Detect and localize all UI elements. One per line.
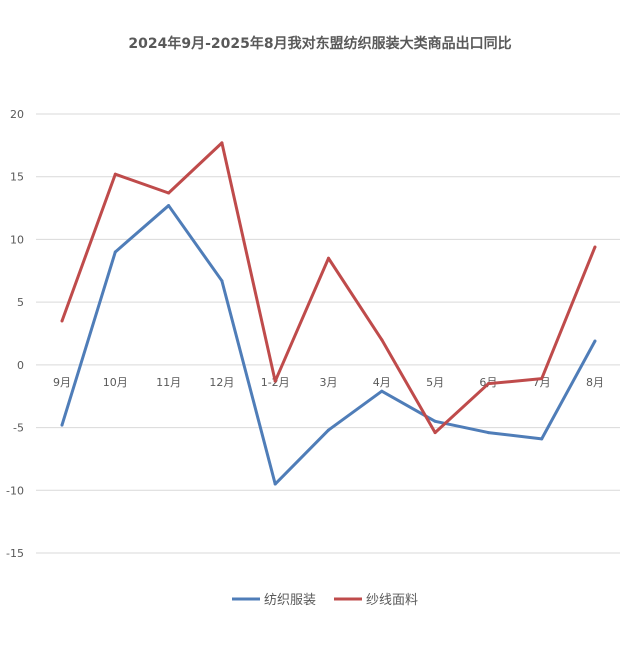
data-point bbox=[593, 339, 597, 343]
y-tick-label: 0 bbox=[17, 359, 24, 372]
data-point bbox=[113, 250, 117, 254]
data-point bbox=[167, 204, 171, 208]
x-tick-label: 12月 bbox=[209, 376, 234, 389]
data-point bbox=[433, 431, 437, 435]
data-point bbox=[113, 172, 117, 176]
data-point bbox=[167, 191, 171, 195]
data-point bbox=[273, 379, 277, 383]
y-tick-label: -15 bbox=[6, 547, 24, 560]
y-tick-label: 10 bbox=[10, 233, 24, 246]
data-point bbox=[273, 482, 277, 486]
y-tick-label: -10 bbox=[6, 484, 24, 497]
x-tick-label: 5月 bbox=[426, 376, 444, 389]
chart-title: 2024年9月-2025年8月我对东盟纺织服装大类商品出口同比 bbox=[128, 36, 512, 52]
data-point bbox=[540, 437, 544, 441]
series-line-纱线面料 bbox=[60, 141, 597, 435]
data-point bbox=[327, 428, 330, 432]
data-point bbox=[540, 377, 544, 381]
legend-label: 纱线面料 bbox=[366, 593, 418, 608]
data-point bbox=[60, 319, 64, 323]
data-point bbox=[220, 141, 224, 145]
y-tick-label: 20 bbox=[10, 108, 24, 121]
data-point bbox=[60, 423, 64, 427]
data-point bbox=[486, 382, 490, 386]
y-tick-label: -5 bbox=[13, 422, 24, 435]
data-point bbox=[380, 338, 384, 342]
x-tick-label: 8月 bbox=[586, 376, 604, 389]
data-point bbox=[380, 389, 384, 393]
series-line-纺织服装 bbox=[60, 204, 597, 486]
x-tick-label: 3月 bbox=[320, 376, 338, 389]
data-point bbox=[593, 245, 597, 249]
x-tick-label: 11月 bbox=[156, 376, 181, 389]
legend-label: 纺织服装 bbox=[264, 593, 316, 608]
x-tick-label: 10月 bbox=[103, 376, 128, 389]
data-point bbox=[327, 256, 330, 260]
y-tick-label: 15 bbox=[10, 171, 24, 184]
data-point bbox=[220, 279, 224, 283]
x-tick-label: 9月 bbox=[53, 376, 71, 389]
data-point bbox=[433, 419, 437, 423]
x-tick-label: 4月 bbox=[373, 376, 391, 389]
data-point bbox=[486, 431, 490, 435]
y-tick-label: 5 bbox=[17, 296, 24, 309]
